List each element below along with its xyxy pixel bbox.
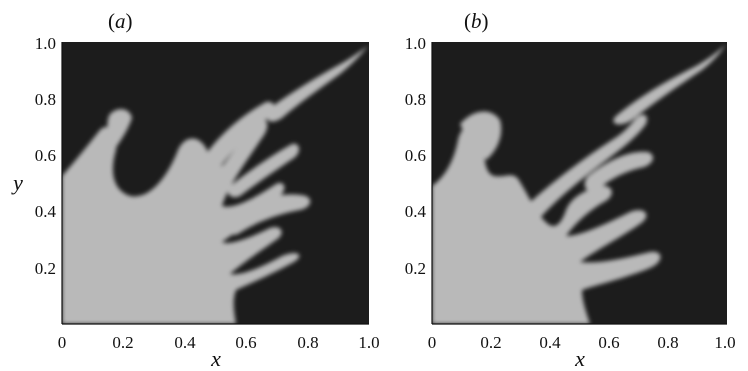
panel-b-xtick-3: 0.6 bbox=[598, 333, 619, 352]
panel-b-xtick-2: 0.4 bbox=[539, 333, 561, 352]
panel-b-ytick-1: 0.4 bbox=[405, 202, 427, 221]
panel-b-xtick-0: 0 bbox=[428, 333, 437, 352]
panel-a-ytick-4: 1.0 bbox=[35, 34, 56, 53]
panel-a-ylabel: y bbox=[11, 170, 23, 195]
panel-a-xtick-2: 0.4 bbox=[174, 333, 196, 352]
panel-a-yticks: 0.2 0.4 0.6 0.8 1.0 bbox=[35, 34, 57, 278]
panel-a-xtick-3: 0.6 bbox=[235, 333, 256, 352]
panel-a-letter: a bbox=[115, 9, 126, 33]
panel-b-ytick-3: 0.8 bbox=[405, 90, 426, 109]
panel-b-ytick-0: 0.2 bbox=[405, 259, 426, 278]
panel-a-ytick-2: 0.6 bbox=[35, 146, 56, 165]
panel-b-ytick-4: 1.0 bbox=[405, 34, 426, 53]
panel-b-plot-area bbox=[432, 42, 727, 324]
panel-b-xtick-1: 0.2 bbox=[480, 333, 501, 352]
panel-a-ytick-1: 0.4 bbox=[35, 202, 57, 221]
panel-b-xtick-5: 1.0 bbox=[714, 333, 735, 352]
panel-b-letter: b bbox=[471, 9, 482, 33]
panel-a-plot-area bbox=[62, 42, 369, 324]
panel-a-label: (a) bbox=[108, 9, 133, 33]
panel-b-yticks: 0.2 0.4 0.6 0.8 1.0 bbox=[405, 34, 427, 278]
panel-a-ytick-3: 0.8 bbox=[35, 90, 56, 109]
panel-b: (b) 0 0.2 0.4 0.6 0.8 1.0 0.2 0.4 0.6 bbox=[405, 9, 736, 371]
panel-a: (a) 0 0.2 0.4 0.6 0.8 1.0 bbox=[11, 9, 380, 371]
panel-a-xtick-0: 0 bbox=[58, 333, 67, 352]
panel-b-xticks: 0 0.2 0.4 0.6 0.8 1.0 bbox=[428, 333, 736, 352]
panel-a-xtick-4: 0.8 bbox=[297, 333, 318, 352]
panel-a-xticks: 0 0.2 0.4 0.6 0.8 1.0 bbox=[58, 333, 380, 352]
panel-b-label: (b) bbox=[464, 9, 489, 33]
panel-a-ytick-0: 0.2 bbox=[35, 259, 56, 278]
panel-a-xlabel: x bbox=[210, 346, 221, 371]
panel-a-fluid-region bbox=[62, 46, 368, 324]
panel-a-xtick-1: 0.2 bbox=[112, 333, 133, 352]
panel-b-xtick-4: 0.8 bbox=[657, 333, 678, 352]
panel-b-xlabel: x bbox=[574, 346, 585, 371]
panel-b-fluid-region bbox=[432, 44, 726, 324]
panel-b-ytick-2: 0.6 bbox=[405, 146, 426, 165]
panel-a-xtick-5: 1.0 bbox=[358, 333, 379, 352]
